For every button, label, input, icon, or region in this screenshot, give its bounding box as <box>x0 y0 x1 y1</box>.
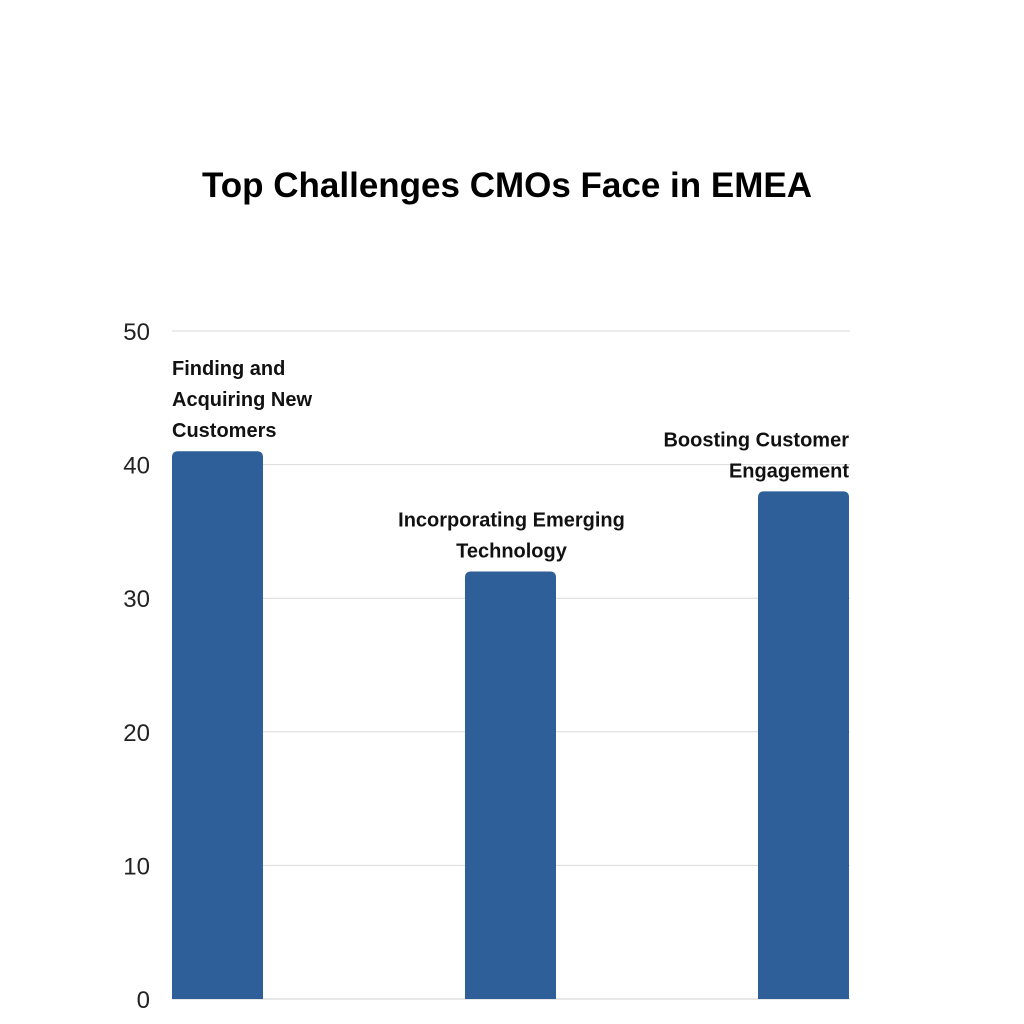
y-tick-label: 50 <box>123 319 150 346</box>
y-tick-label: 40 <box>123 453 150 480</box>
bar-label: Finding and <box>172 358 285 380</box>
y-tick-label: 0 <box>137 987 150 1014</box>
bar-label: Boosting Customer <box>663 429 849 451</box>
chart-title: Top Challenges CMOs Face in EMEA <box>201 166 812 205</box>
y-tick-label: 30 <box>123 586 150 613</box>
bar-label: Technology <box>456 540 568 562</box>
bar-label: Acquiring New <box>172 389 312 411</box>
bar <box>172 451 263 999</box>
bar-label: Engagement <box>729 460 849 482</box>
bar-label: Customers <box>172 420 276 442</box>
bar <box>758 491 849 999</box>
y-tick-label: 20 <box>123 720 150 747</box>
bar <box>465 571 556 999</box>
bar-label: Incorporating Emerging <box>398 509 625 531</box>
y-tick-label: 10 <box>123 853 150 880</box>
